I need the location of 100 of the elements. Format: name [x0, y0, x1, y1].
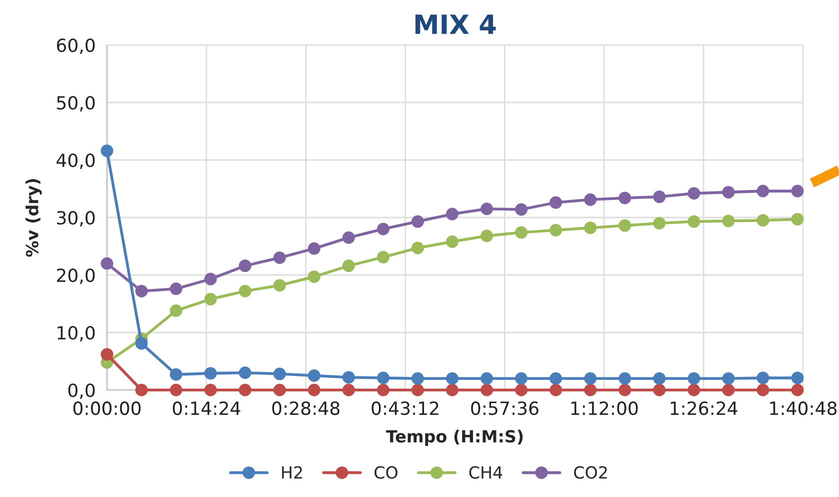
point	[238, 284, 252, 298]
point	[204, 292, 217, 306]
y-tick-label: 10,0	[58, 326, 95, 342]
point	[273, 384, 286, 396]
y-axis-title: %v (dry)	[26, 179, 42, 257]
point	[653, 217, 666, 230]
x-tick-label: 0:14:24	[172, 401, 240, 416]
point	[480, 202, 494, 216]
x-tick-label: 0:00:00	[73, 401, 141, 416]
point	[550, 224, 562, 236]
y-tick-label: 40,0	[56, 153, 95, 169]
point	[618, 372, 632, 385]
point	[238, 260, 252, 272]
point	[446, 235, 458, 248]
point	[618, 219, 632, 232]
point	[756, 384, 770, 396]
point	[204, 384, 217, 396]
point	[308, 242, 320, 255]
point	[100, 348, 114, 361]
point	[515, 203, 528, 216]
point	[376, 222, 390, 236]
x-tick-label: 0:57:36	[471, 401, 538, 416]
point	[480, 372, 494, 385]
x-axis-title: Tempo (H:M:S)	[386, 430, 523, 446]
point	[446, 372, 458, 385]
point	[308, 369, 320, 382]
point	[273, 279, 286, 292]
point	[653, 384, 666, 396]
y-tick-label: 30,0	[57, 210, 95, 226]
point	[411, 372, 424, 385]
x-tick-label: 0:43:12	[372, 401, 438, 416]
point	[135, 384, 148, 396]
point	[411, 215, 424, 228]
point	[170, 304, 182, 317]
x-tick-label: 0:28:48	[272, 401, 340, 416]
point	[342, 260, 355, 272]
legend-label: CO	[374, 466, 398, 479]
point	[756, 214, 770, 227]
point	[756, 184, 770, 198]
point	[376, 384, 390, 396]
point	[791, 384, 804, 396]
point	[618, 384, 632, 396]
point	[791, 184, 804, 198]
point	[100, 257, 114, 270]
point	[722, 214, 735, 228]
y-tick-label: 20,0	[57, 268, 95, 284]
point	[238, 366, 252, 379]
point	[791, 212, 804, 226]
point	[653, 190, 666, 204]
legend-label: CH4	[469, 466, 502, 479]
point	[688, 384, 700, 396]
point	[411, 384, 424, 396]
point	[480, 384, 494, 396]
point	[688, 215, 700, 228]
point	[170, 368, 182, 381]
point	[342, 371, 355, 384]
point	[688, 372, 700, 385]
point	[550, 384, 562, 396]
point	[791, 372, 804, 384]
point	[308, 270, 320, 283]
point	[273, 252, 286, 264]
point	[135, 337, 148, 350]
chart-title: MIX 4	[415, 14, 496, 34]
point	[376, 372, 390, 384]
point	[204, 367, 217, 380]
point	[722, 372, 735, 385]
legend-label: CO2	[574, 466, 607, 479]
point	[584, 372, 597, 385]
point	[584, 193, 597, 206]
point	[376, 250, 390, 264]
point	[722, 186, 735, 198]
point	[584, 384, 597, 396]
y-tick-label: 50,0	[57, 96, 95, 112]
point	[480, 230, 494, 242]
x-tick-label: 1:40:48	[770, 401, 837, 416]
point	[756, 372, 770, 384]
point	[446, 208, 458, 220]
point	[342, 231, 355, 244]
point	[722, 384, 735, 396]
point	[584, 222, 597, 234]
point	[515, 372, 528, 385]
x-tick-label: 1:12:00	[571, 401, 638, 416]
point	[653, 372, 666, 385]
point	[135, 284, 148, 298]
point	[170, 282, 182, 296]
point	[550, 372, 562, 385]
point	[100, 144, 114, 158]
point	[308, 384, 320, 396]
point	[688, 187, 700, 200]
y-tick-label: 0,0	[68, 383, 95, 399]
point	[273, 368, 286, 380]
point	[618, 192, 632, 204]
point	[550, 196, 562, 209]
point	[446, 384, 458, 396]
point	[411, 242, 424, 254]
point	[342, 384, 355, 396]
point	[515, 384, 528, 396]
point	[204, 272, 217, 286]
point	[515, 226, 528, 239]
legend-label: H2	[282, 466, 302, 479]
